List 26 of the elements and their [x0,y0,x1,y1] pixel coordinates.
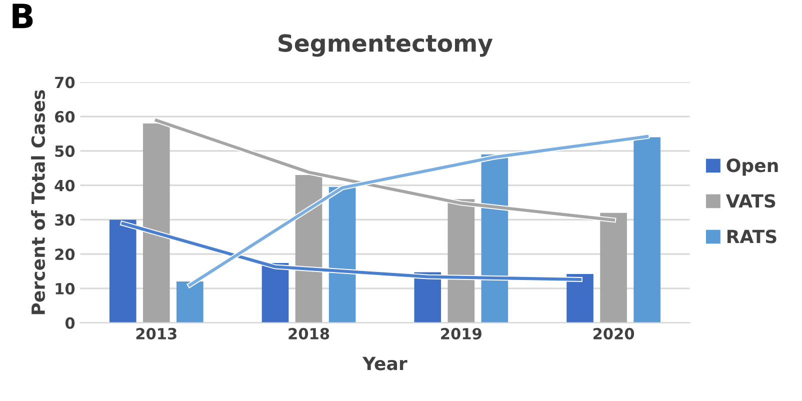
y-tick-label: 20 [55,248,75,260]
y-tick-label: 0 [65,317,75,329]
text: B [12,4,33,28]
x-tick-label: 2020 [593,328,634,340]
x-tick-label: 2018 [288,328,330,340]
chart-title: Segmentectomy [278,34,493,57]
y-tick-label: 50 [55,145,75,157]
y-tick-label: 30 [55,214,75,226]
bar [481,154,508,323]
legend-label: Open [726,158,778,176]
bar [634,137,660,323]
y-tick-label: 70 [55,76,75,88]
y-tick-label: 40 [54,180,75,192]
bar [328,187,356,323]
bar [109,220,136,323]
bar [262,263,289,323]
legend-label: VATS [726,194,776,208]
y-tick-label: 60 [55,111,75,123]
bar [176,282,204,323]
legend-label: RATS [727,230,776,244]
y-axis-title: Percent of Total Cases [31,90,46,314]
x-tick-label: 2013 [136,328,176,340]
y-tick-label: 10 [56,282,75,294]
x-tick-label: 2019 [441,328,482,340]
bar [566,274,594,323]
x-axis-title: Year [362,356,408,370]
